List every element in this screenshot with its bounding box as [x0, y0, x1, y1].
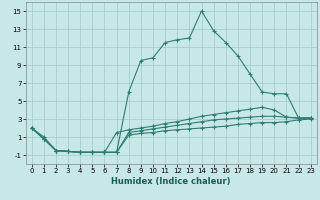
X-axis label: Humidex (Indice chaleur): Humidex (Indice chaleur)	[111, 177, 231, 186]
